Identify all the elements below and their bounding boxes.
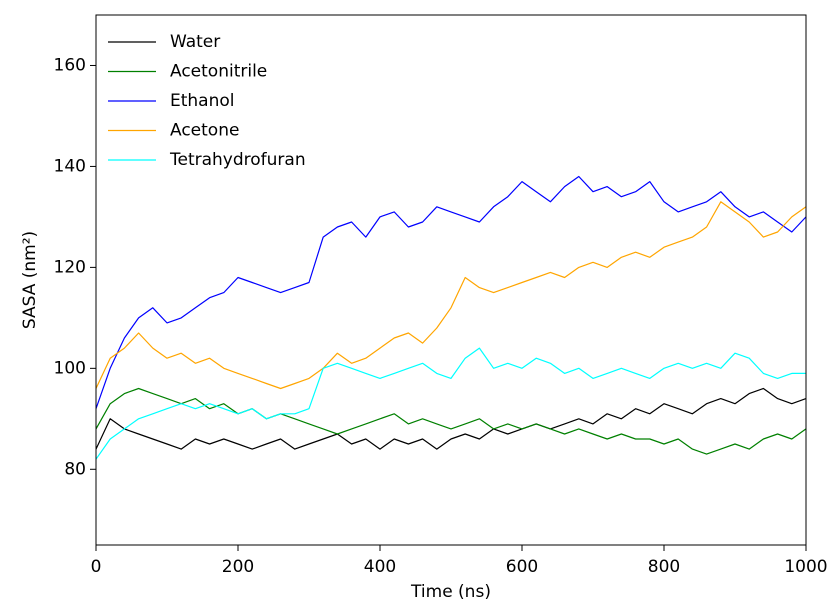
legend-label: Water — [170, 32, 220, 52]
series-line — [95, 347, 806, 460]
y-tick-label: 160 — [54, 55, 86, 75]
x-tick-label: 200 — [222, 557, 254, 577]
y-tick-label: 80 — [64, 459, 86, 479]
series-line — [95, 175, 807, 409]
y-tick-label: 100 — [54, 358, 86, 378]
series-line — [95, 387, 807, 450]
x-tick-label: 400 — [364, 557, 396, 577]
x-tick-label: 1000 — [784, 557, 827, 577]
y-axis-label: SASA (nm²) — [20, 231, 40, 329]
series-line — [95, 387, 807, 455]
y-tick-label: 120 — [54, 257, 86, 277]
series-line — [95, 201, 807, 390]
x-tick-label: 800 — [648, 557, 680, 577]
legend-label: Tetrahydrofuran — [169, 150, 306, 170]
legend-label: Ethanol — [170, 91, 235, 111]
y-tick-label: 140 — [54, 156, 86, 176]
x-tick-label: 0 — [91, 557, 102, 577]
legend-label: Acetone — [170, 121, 239, 141]
plot-frame — [95, 14, 807, 546]
legend-label: Acetonitrile — [170, 62, 267, 82]
x-axis-label: Time (ns) — [410, 582, 491, 602]
x-tick-label: 600 — [506, 557, 538, 577]
